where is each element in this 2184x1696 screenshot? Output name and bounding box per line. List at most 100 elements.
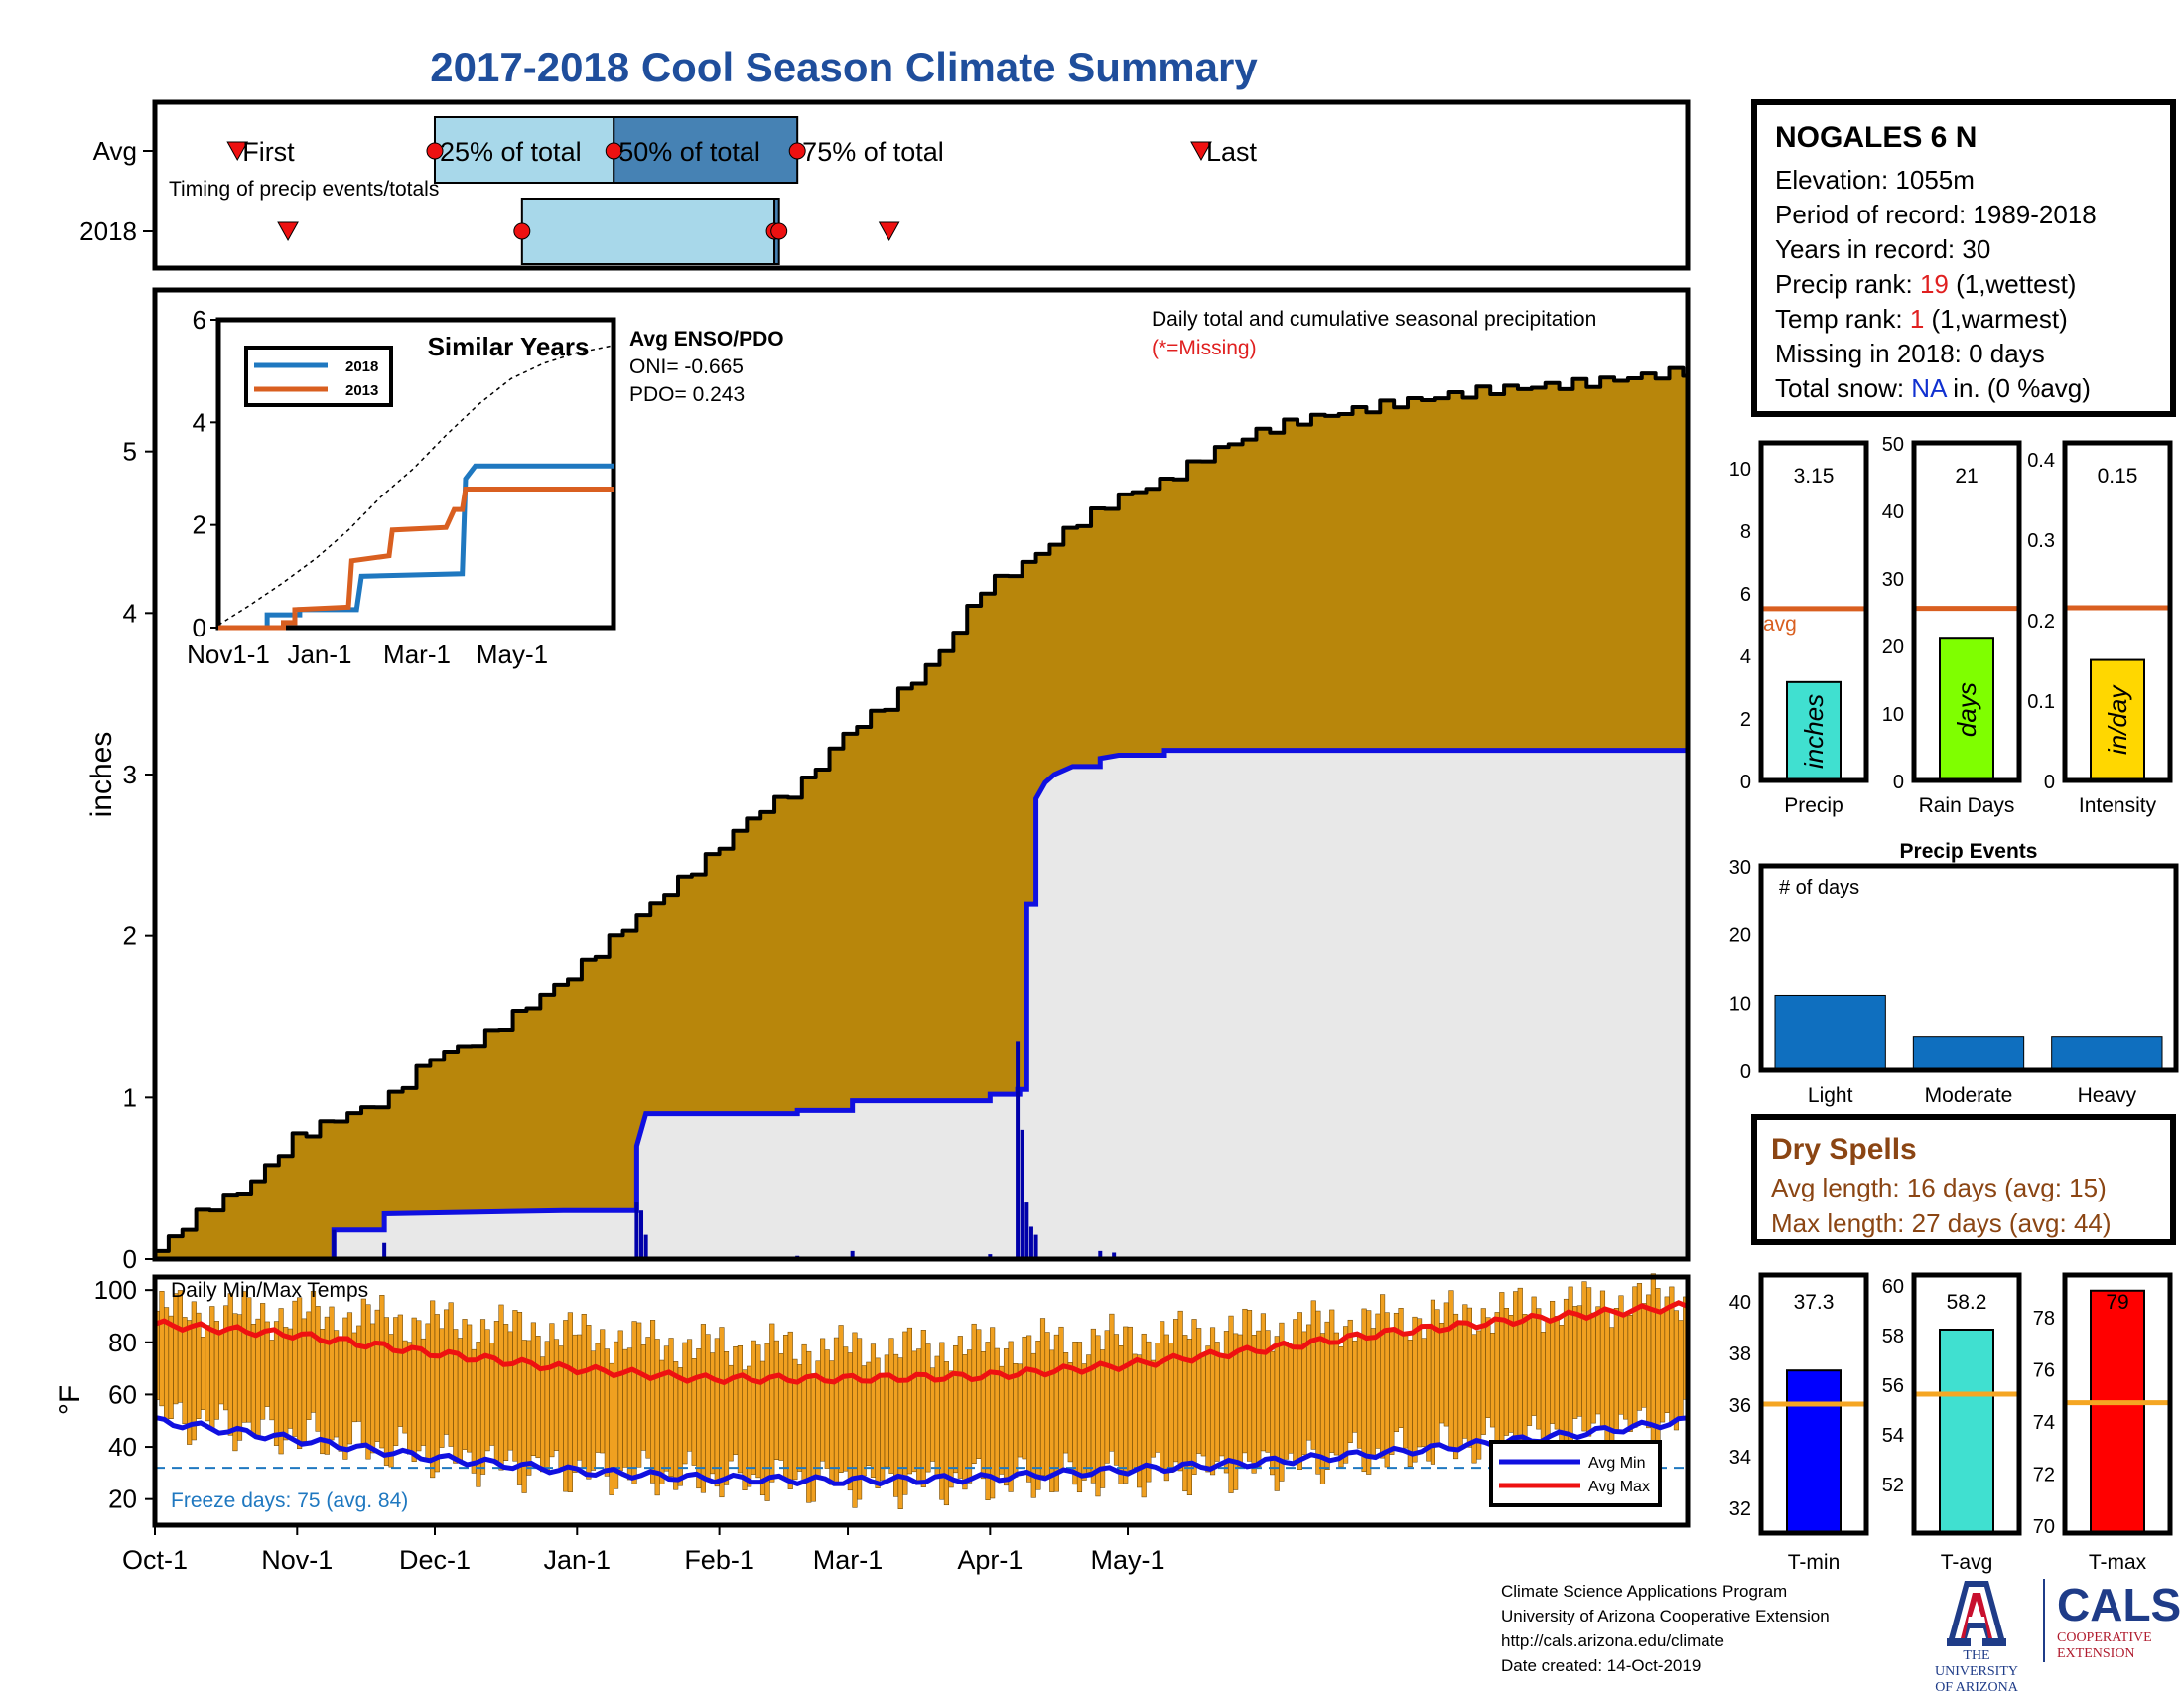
daily-precip-bar — [1033, 1234, 1038, 1259]
daily-temp-bar — [906, 1327, 913, 1475]
similar-years-ytick-label: 2 — [193, 510, 206, 540]
precip-stat-ytick-label: 0 — [1740, 772, 1751, 793]
daily-temp-bar — [801, 1343, 807, 1484]
timing-avg-25-50-box — [433, 116, 615, 184]
precip-event-category-0: Light — [1808, 1084, 1853, 1107]
daily-temp-bar — [182, 1317, 188, 1425]
precip-ylabel: inches — [85, 732, 118, 818]
precip-ytick-label: 1 — [123, 1082, 137, 1112]
daily-precip-bar — [634, 1202, 639, 1259]
precip-events-ytick-label: 10 — [1729, 993, 1751, 1015]
precip-stat-ytick-label: 40 — [1882, 501, 1904, 523]
daily-temp-bar — [191, 1301, 197, 1441]
daily-temp-bar — [173, 1293, 179, 1405]
daily-temp-bar — [773, 1340, 779, 1460]
seasonal-2018-precip-line — [155, 748, 1688, 1262]
daily-temp-bar — [1214, 1342, 1220, 1462]
daily-temp-bar — [471, 1348, 477, 1474]
timing-2018-first-marker — [277, 221, 299, 242]
daily-temp-bar — [168, 1315, 174, 1419]
daily-temp-bar — [227, 1293, 233, 1436]
temp-stat-name-2: T-max — [2089, 1551, 2147, 1574]
daily-temp-bar — [1485, 1317, 1491, 1418]
station-snow: Total snow: NA in. (0 %avg) — [1775, 373, 2091, 403]
daily-temp-bar — [934, 1355, 940, 1476]
precip-stat-ytick-label: 30 — [1882, 569, 1904, 591]
daily-temp-bar — [1177, 1310, 1183, 1472]
station-name: NOGALES 6 N — [1775, 121, 1978, 154]
daily-temp-bar — [205, 1325, 210, 1422]
daily-temp-bar — [971, 1323, 977, 1464]
temp-stat-value-2: 79 — [2106, 1291, 2128, 1314]
daily-precip-bar — [382, 1242, 387, 1259]
daily-temp-bar — [260, 1303, 266, 1420]
precip-stat-value-0: 3.15 — [1794, 465, 1835, 488]
daily-temp-bar — [530, 1322, 536, 1457]
block-a-icon — [1947, 1581, 2006, 1646]
temp-stat-ytick-label: 58 — [1882, 1326, 1904, 1347]
daily-temp-bar — [1072, 1341, 1078, 1485]
date-xtick-label: Mar-1 — [813, 1545, 884, 1575]
daily-temp-bar — [880, 1374, 886, 1481]
similar-years-xtick-label: Jan-1 — [287, 639, 351, 669]
daily-temp-bar — [719, 1327, 725, 1498]
daily-temp-bar — [200, 1337, 206, 1410]
daily-temp-bar — [920, 1330, 926, 1487]
daily-temp-bar — [462, 1319, 468, 1450]
enso-pdo: PDO= 0.243 — [629, 383, 745, 406]
daily-temp-bar — [1155, 1343, 1160, 1453]
daily-temp-bar — [1609, 1327, 1615, 1454]
temp-stat-bar-2 — [2090, 1289, 2145, 1534]
temp-stat-bar-0 — [1786, 1369, 1842, 1534]
footer-line-3: http://cals.arizona.edu/climate — [1501, 1631, 1724, 1650]
daily-precip-bar — [1020, 1129, 1024, 1259]
precip-event-category-1: Moderate — [1925, 1084, 2013, 1107]
daily-temp-bar — [1590, 1312, 1596, 1424]
daily-temp-bar — [866, 1361, 872, 1467]
daily-temp-bar — [609, 1362, 614, 1495]
dry-spells-title: Dry Spells — [1771, 1133, 1917, 1166]
precip-stat-ytick-label: 20 — [1882, 636, 1904, 658]
temp-stat-name-0: T-min — [1788, 1551, 1841, 1574]
dry-spells-max: Max length: 27 days (avg: 44) — [1771, 1208, 2112, 1238]
similar-years-xtick-label: May-1 — [477, 639, 548, 669]
daily-temp-bar — [1191, 1319, 1197, 1475]
timing-avg-75-marker — [788, 142, 806, 160]
precip-events-ytick-label: 20 — [1729, 925, 1751, 947]
precip-ytick-label: 3 — [123, 760, 137, 789]
avg-max-temp-line — [154, 1300, 1689, 1386]
temp-stat-ytick-label: 54 — [1882, 1425, 1904, 1447]
precip-stat-ytick-label: 0 — [2044, 772, 2055, 793]
daily-temp-bar — [888, 1338, 894, 1474]
timing-note: Timing of precip events/totals — [169, 178, 439, 201]
daily-temp-bar — [246, 1297, 252, 1423]
daily-temp-bar — [911, 1350, 917, 1473]
timing-avg-label: Last — [1206, 137, 1258, 167]
timing-row-label: Avg — [93, 136, 137, 166]
daily-temp-bar — [710, 1352, 716, 1475]
daily-temp-bar — [1370, 1328, 1376, 1459]
daily-temp-bar — [604, 1348, 610, 1477]
temp-stat-frame-2 — [2062, 1272, 2173, 1536]
daily-temp-bar — [1233, 1333, 1239, 1490]
footer-line-2: University of Arizona Cooperative Extens… — [1501, 1607, 1830, 1625]
daily-temp-bar — [439, 1328, 445, 1448]
daily-temp-bar — [792, 1358, 798, 1481]
daily-temp-bar — [1421, 1338, 1427, 1448]
daily-temp-bar — [213, 1321, 219, 1420]
daily-precip-bar — [1098, 1250, 1103, 1259]
timing-avg-50-marker — [605, 142, 622, 160]
daily-temp-bar — [512, 1310, 518, 1462]
similar-years-xtick-label: Mar-1 — [383, 639, 451, 669]
legend-label-avg-min: Avg Min — [1588, 1455, 1646, 1472]
temp-ytick-label: 100 — [94, 1275, 137, 1305]
daily-temp-bar — [1260, 1313, 1266, 1452]
daily-precip-bar — [850, 1250, 855, 1259]
daily-temp-bar — [479, 1319, 486, 1475]
precip-stat-ytick-label: 10 — [1729, 459, 1751, 481]
daily-temp-bar — [838, 1325, 844, 1473]
daily-temp-bar — [1586, 1287, 1592, 1437]
daily-temp-bar — [1196, 1328, 1202, 1454]
daily-temp-bar — [516, 1312, 523, 1485]
